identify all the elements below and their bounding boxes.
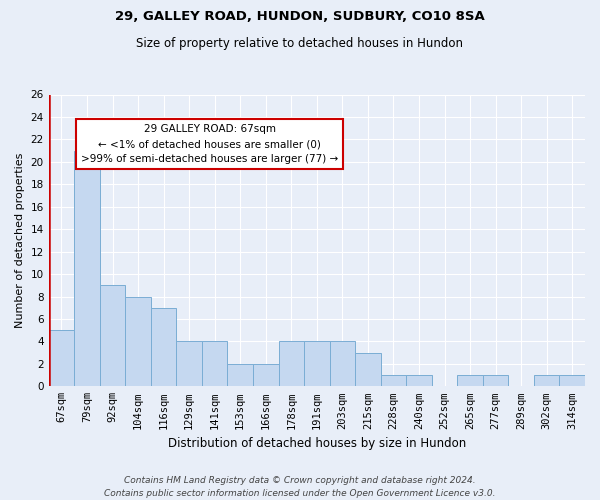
Bar [227, 364, 253, 386]
Text: 29, GALLEY ROAD, HUNDON, SUDBURY, CO10 8SA: 29, GALLEY ROAD, HUNDON, SUDBURY, CO10 8… [115, 10, 485, 23]
Bar [329, 342, 355, 386]
Y-axis label: Number of detached properties: Number of detached properties [15, 152, 25, 328]
Bar [457, 375, 483, 386]
Text: 29 GALLEY ROAD: 67sqm
← <1% of detached houses are smaller (0)
>99% of semi-deta: 29 GALLEY ROAD: 67sqm ← <1% of detached … [81, 124, 338, 164]
Bar [534, 375, 559, 386]
Bar [406, 375, 432, 386]
Bar [304, 342, 329, 386]
Bar [559, 375, 585, 386]
Bar [483, 375, 508, 386]
Bar [380, 375, 406, 386]
Bar [125, 296, 151, 386]
Bar [74, 150, 100, 386]
Bar [176, 342, 202, 386]
Text: Contains HM Land Registry data © Crown copyright and database right 2024.
Contai: Contains HM Land Registry data © Crown c… [104, 476, 496, 498]
Bar [278, 342, 304, 386]
Bar [202, 342, 227, 386]
Bar [151, 308, 176, 386]
Bar [355, 352, 380, 386]
X-axis label: Distribution of detached houses by size in Hundon: Distribution of detached houses by size … [168, 437, 466, 450]
Bar [49, 330, 74, 386]
Text: Size of property relative to detached houses in Hundon: Size of property relative to detached ho… [137, 38, 464, 51]
Bar [100, 286, 125, 386]
Bar [253, 364, 278, 386]
